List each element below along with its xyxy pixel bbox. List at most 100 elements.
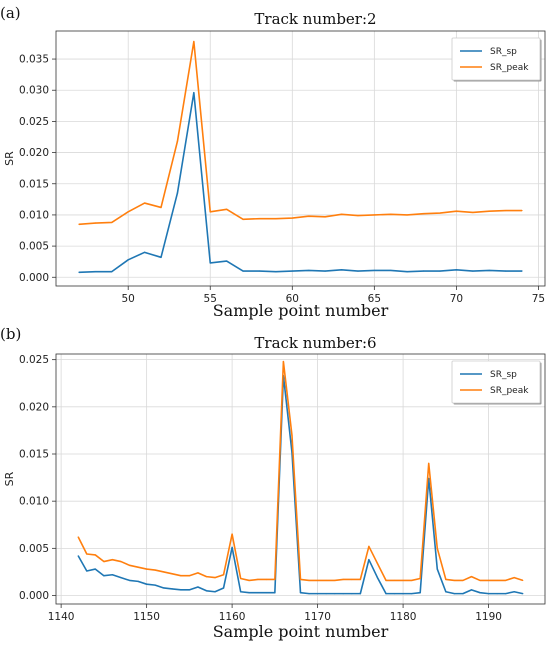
x-tick-label: 1180	[390, 611, 417, 623]
x-tick-label: 1150	[133, 611, 160, 623]
data-point-SR_peak	[406, 214, 408, 216]
data-point-SR_peak	[197, 572, 199, 574]
data-point-SR_sp	[472, 270, 474, 272]
data-point-SR_peak	[111, 221, 113, 224]
axes-frame	[55, 30, 546, 287]
data-point-SR_peak	[422, 213, 425, 215]
panel-label: (b)	[0, 325, 21, 343]
x-tick-label: 1160	[219, 611, 246, 623]
data-point-SR_peak	[242, 218, 244, 220]
data-point-SR_peak	[226, 208, 228, 210]
data-point-SR_sp	[94, 568, 96, 570]
data-point-SR_peak	[291, 434, 293, 436]
data-point-SR_sp	[308, 269, 310, 272]
data-point-SR_peak	[160, 206, 162, 209]
data-point-SR_peak	[357, 214, 359, 217]
data-point-SR_sp	[120, 576, 122, 579]
data-point-SR_peak	[359, 578, 361, 581]
data-point-SR_peak	[180, 575, 182, 577]
data-point-SR_sp	[222, 587, 225, 589]
data-point-SR_peak	[334, 579, 336, 582]
data-point-SR_peak	[214, 576, 216, 579]
data-point-SR_peak	[257, 578, 259, 581]
data-point-SR_sp	[376, 576, 379, 579]
data-point-SR_peak	[390, 213, 392, 215]
data-point-SR_peak	[376, 562, 379, 565]
data-point-SR_sp	[487, 593, 490, 595]
data-point-SR_sp	[242, 270, 244, 272]
x-tick-label: 1170	[304, 611, 331, 623]
data-point-SR_sp	[144, 251, 146, 253]
data-point-SR_sp	[325, 593, 327, 595]
data-point-SR_sp	[406, 271, 408, 273]
data-point-SR_sp	[436, 568, 438, 570]
data-point-SR_sp	[357, 270, 359, 272]
data-point-SR_peak	[522, 579, 524, 582]
y-tick-label: 0.035	[19, 54, 49, 66]
data-point-SR_sp	[180, 589, 182, 591]
data-point-SR_sp	[455, 269, 457, 271]
legend-box	[451, 37, 541, 81]
data-point-SR_sp	[111, 271, 113, 273]
data-point-SR_sp	[214, 591, 216, 593]
data-point-SR_peak	[282, 360, 285, 363]
data-point-SR_peak	[274, 578, 276, 581]
data-point-SR_peak	[291, 217, 293, 219]
data-point-SR_sp	[275, 271, 277, 273]
data-point-SR_peak	[137, 566, 139, 568]
data-point-SR_peak	[419, 577, 421, 580]
y-tick-label: 0.005	[19, 543, 49, 555]
data-point-SR_sp	[78, 271, 80, 273]
data-point-SR_peak	[128, 564, 131, 566]
chart-title: Track number:2	[254, 10, 376, 28]
data-point-SR_sp	[226, 260, 228, 262]
data-point-SR_sp	[127, 259, 129, 261]
y-tick-label: 0.005	[19, 241, 49, 253]
data-point-SR_sp	[439, 270, 441, 272]
y-tick-label: 0.000	[19, 590, 49, 602]
data-point-SR_sp	[176, 192, 179, 194]
data-point-SR_peak	[94, 554, 96, 556]
x-tick-label: 50	[122, 293, 135, 305]
data-point-SR_sp	[160, 256, 162, 258]
data-point-SR_sp	[248, 592, 250, 594]
data-point-SR_sp	[316, 593, 319, 595]
x-tick-label: 55	[204, 293, 217, 305]
legend-label-SR_peak: SR_peak	[490, 386, 529, 396]
data-point-SR_peak	[351, 578, 353, 581]
data-point-SR_peak	[111, 559, 114, 561]
data-point-SR_peak	[411, 579, 413, 582]
y-tick-label: 0.020	[19, 147, 49, 159]
data-point-SR_sp	[470, 589, 473, 591]
data-point-SR_peak	[470, 576, 473, 578]
data-point-SR_sp	[488, 269, 490, 272]
data-point-SR_sp	[86, 570, 88, 572]
data-point-SR_peak	[176, 140, 179, 142]
data-point-SR_peak	[324, 216, 326, 218]
data-point-SR_peak	[78, 223, 80, 225]
data-point-SR_peak	[120, 560, 122, 563]
x-axis-label: Sample point number	[213, 622, 389, 641]
data-point-SR_peak	[513, 576, 515, 579]
y-axis-label: SR	[3, 151, 16, 166]
data-point-SR_peak	[472, 211, 474, 214]
panel-label: (a)	[0, 4, 21, 22]
y-tick-label: 0.025	[19, 354, 49, 366]
data-point-SR_sp	[368, 559, 370, 561]
data-point-SR_peak	[103, 560, 105, 563]
data-point-SR_peak	[368, 545, 370, 548]
data-point-SR_sp	[513, 591, 515, 593]
data-point-SR_sp	[163, 587, 165, 589]
data-point-SR_sp	[197, 586, 199, 588]
data-point-SR_peak	[240, 577, 242, 580]
x-tick-label: 60	[286, 293, 299, 305]
data-point-SR_peak	[521, 209, 523, 212]
data-point-SR_sp	[411, 593, 413, 595]
x-axis-label: Sample point number	[213, 301, 389, 320]
data-point-SR_sp	[111, 574, 114, 576]
data-point-SR_peak	[479, 579, 481, 582]
data-point-SR_peak	[488, 210, 490, 212]
data-point-SR_peak	[163, 571, 165, 573]
data-point-SR_peak	[393, 579, 396, 582]
